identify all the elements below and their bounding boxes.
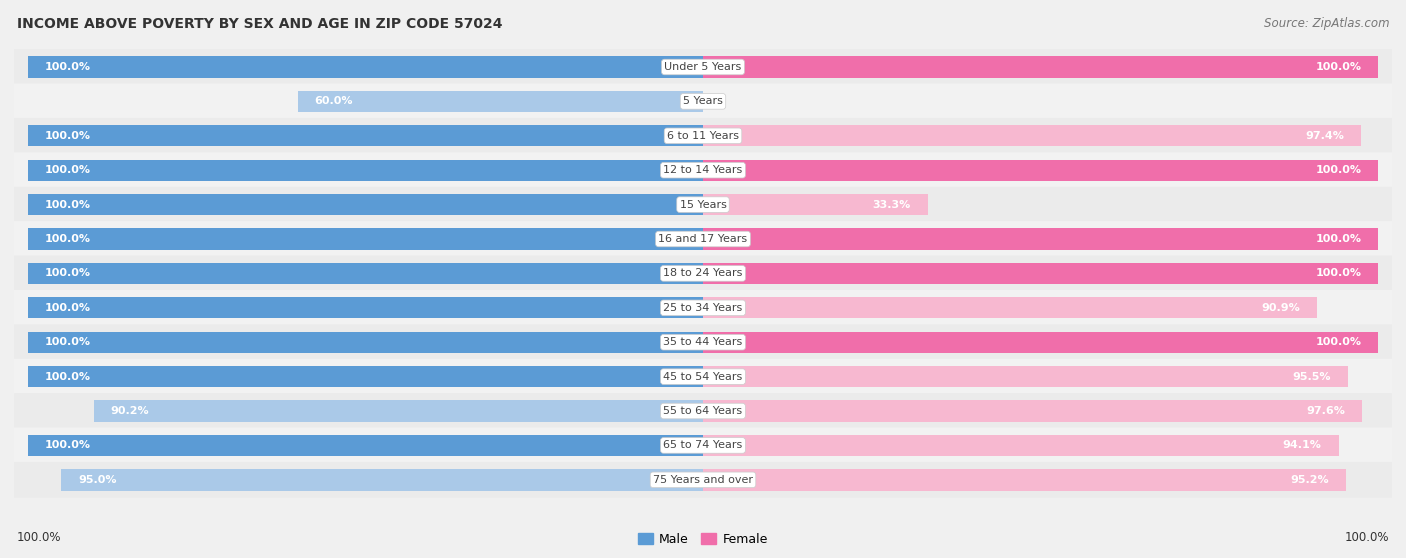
Text: 25 to 34 Years: 25 to 34 Years <box>664 303 742 313</box>
Text: 12 to 14 Years: 12 to 14 Years <box>664 165 742 175</box>
Bar <box>703 331 1378 353</box>
Bar <box>28 263 703 284</box>
Text: 100.0%: 100.0% <box>1316 268 1361 278</box>
Text: 95.0%: 95.0% <box>79 475 117 485</box>
Bar <box>703 160 1378 181</box>
FancyBboxPatch shape <box>14 187 1392 223</box>
FancyBboxPatch shape <box>14 118 1392 153</box>
FancyBboxPatch shape <box>14 359 1392 395</box>
Text: Under 5 Years: Under 5 Years <box>665 62 741 72</box>
FancyBboxPatch shape <box>14 462 1392 498</box>
Legend: Male, Female: Male, Female <box>633 528 773 551</box>
Text: 100.0%: 100.0% <box>45 268 90 278</box>
Text: 55 to 64 Years: 55 to 64 Years <box>664 406 742 416</box>
Text: 100.0%: 100.0% <box>45 372 90 382</box>
FancyBboxPatch shape <box>14 84 1392 119</box>
Text: 16 and 17 Years: 16 and 17 Years <box>658 234 748 244</box>
Bar <box>28 160 703 181</box>
Text: 100.0%: 100.0% <box>45 440 90 450</box>
Text: 15 Years: 15 Years <box>679 200 727 210</box>
Text: 100.0%: 100.0% <box>17 531 62 544</box>
FancyBboxPatch shape <box>14 393 1392 429</box>
Text: 95.5%: 95.5% <box>1292 372 1331 382</box>
Bar <box>703 263 1378 284</box>
FancyBboxPatch shape <box>14 427 1392 463</box>
Text: 100.0%: 100.0% <box>45 131 90 141</box>
Text: 100.0%: 100.0% <box>45 303 90 313</box>
Bar <box>28 366 703 387</box>
Text: 95.2%: 95.2% <box>1291 475 1329 485</box>
FancyBboxPatch shape <box>14 290 1392 326</box>
FancyBboxPatch shape <box>14 49 1392 85</box>
Text: 60.0%: 60.0% <box>315 97 353 107</box>
Text: 45 to 54 Years: 45 to 54 Years <box>664 372 742 382</box>
Text: 33.3%: 33.3% <box>873 200 911 210</box>
Bar <box>703 435 1339 456</box>
Bar <box>28 435 703 456</box>
Text: 100.0%: 100.0% <box>1316 337 1361 347</box>
Text: 100.0%: 100.0% <box>45 234 90 244</box>
FancyBboxPatch shape <box>14 256 1392 291</box>
Text: 100.0%: 100.0% <box>45 165 90 175</box>
Text: 18 to 24 Years: 18 to 24 Years <box>664 268 742 278</box>
Bar <box>28 297 703 319</box>
Bar <box>28 125 703 146</box>
Bar <box>28 56 703 78</box>
Bar <box>703 56 1378 78</box>
Text: 100.0%: 100.0% <box>1316 165 1361 175</box>
Text: 6 to 11 Years: 6 to 11 Years <box>666 131 740 141</box>
Bar <box>28 228 703 249</box>
Text: 5 Years: 5 Years <box>683 97 723 107</box>
Text: 75 Years and over: 75 Years and over <box>652 475 754 485</box>
Text: 97.6%: 97.6% <box>1306 406 1346 416</box>
Bar <box>703 366 1348 387</box>
Bar <box>62 469 703 490</box>
Bar <box>703 401 1362 422</box>
Text: 100.0%: 100.0% <box>1316 62 1361 72</box>
Bar <box>703 297 1317 319</box>
Text: 90.9%: 90.9% <box>1261 303 1301 313</box>
Text: 100.0%: 100.0% <box>45 200 90 210</box>
Text: INCOME ABOVE POVERTY BY SEX AND AGE IN ZIP CODE 57024: INCOME ABOVE POVERTY BY SEX AND AGE IN Z… <box>17 17 502 31</box>
Bar <box>703 469 1346 490</box>
Bar <box>28 331 703 353</box>
Text: 100.0%: 100.0% <box>1316 234 1361 244</box>
FancyBboxPatch shape <box>14 152 1392 188</box>
Text: 65 to 74 Years: 65 to 74 Years <box>664 440 742 450</box>
Bar <box>703 194 928 215</box>
Text: 100.0%: 100.0% <box>45 62 90 72</box>
Text: Source: ZipAtlas.com: Source: ZipAtlas.com <box>1264 17 1389 30</box>
Bar <box>298 91 703 112</box>
Text: 97.4%: 97.4% <box>1305 131 1344 141</box>
Text: 100.0%: 100.0% <box>1344 531 1389 544</box>
Text: 35 to 44 Years: 35 to 44 Years <box>664 337 742 347</box>
FancyBboxPatch shape <box>14 324 1392 360</box>
Text: 90.2%: 90.2% <box>111 406 149 416</box>
Text: 94.1%: 94.1% <box>1282 440 1322 450</box>
Bar <box>28 194 703 215</box>
Text: 100.0%: 100.0% <box>45 337 90 347</box>
Bar <box>703 228 1378 249</box>
Bar <box>94 401 703 422</box>
Bar <box>703 125 1361 146</box>
FancyBboxPatch shape <box>14 221 1392 257</box>
